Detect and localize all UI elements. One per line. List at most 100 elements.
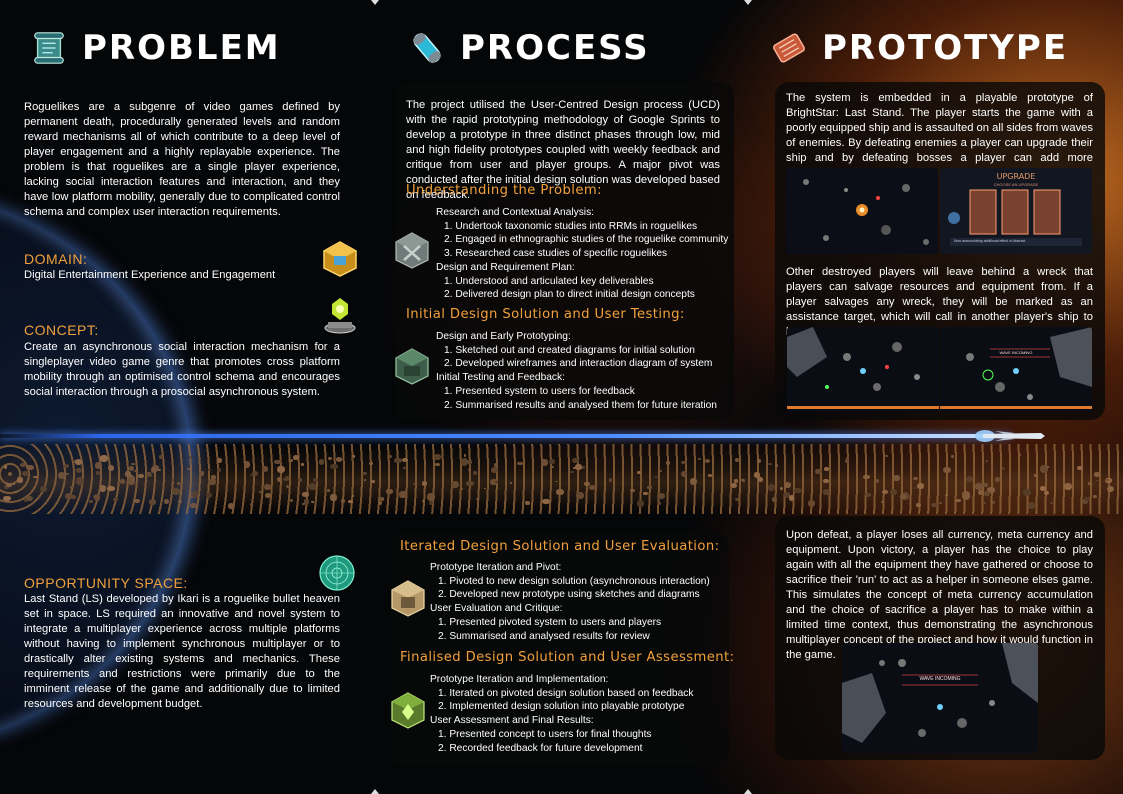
asteroid: [984, 460, 988, 463]
concept-label: CONCEPT:: [24, 322, 99, 338]
asteroid: [525, 501, 531, 506]
asteroid: [1049, 502, 1053, 505]
asteroid: [900, 494, 907, 499]
prototype-heading: PROTOTYPE: [770, 28, 1068, 68]
asteroid: [1092, 494, 1097, 498]
asteroid: [982, 483, 988, 487]
asteroid: [1104, 478, 1109, 482]
list-item: 1. Understood and articulated key delive…: [444, 275, 654, 287]
asteroid: [394, 458, 402, 463]
asteroid: [262, 466, 269, 472]
list-item: 2. Developed new prototype using sketche…: [438, 589, 700, 601]
fold-mark: [744, 0, 752, 5]
asteroid: [402, 466, 408, 470]
asteroid: [961, 491, 970, 500]
upgrade-title: UPGRADE: [996, 172, 1036, 181]
asteroid: [12, 483, 16, 486]
asteroid: [129, 476, 135, 481]
gameplay-screenshot-4: WAVE INCOMING: [842, 643, 1038, 753]
asteroid: [95, 471, 100, 476]
asteroid: [93, 494, 101, 502]
asteroid: [190, 492, 198, 498]
opportunity-text: Last Stand (LS) developed by Ikari is a …: [24, 593, 340, 710]
asteroid: [697, 458, 701, 461]
asteroid: [328, 457, 333, 461]
fold-mark: [744, 789, 752, 794]
list-item: 2. Summarised and analysed results for r…: [438, 630, 650, 642]
asteroid: [292, 454, 300, 461]
asteroid: [551, 466, 554, 469]
asteroid: [983, 502, 986, 504]
asteroid: [659, 470, 663, 473]
asteroid: [928, 496, 931, 498]
asteroid: [576, 492, 584, 499]
asteroid: [845, 458, 850, 463]
asteroid: [128, 477, 135, 485]
asteroid: [780, 487, 783, 490]
asteroid: [556, 489, 564, 496]
section-list-iterated: Prototype Iteration and Pivot: 1. Pivote…: [430, 561, 710, 643]
asteroid: [881, 500, 884, 503]
asteroid: [815, 469, 822, 475]
capsule-icon: [413, 32, 441, 64]
asteroid: [389, 454, 393, 458]
asteroid: [665, 461, 670, 466]
gameplay-screenshot-3: WAVE INCOMING: [940, 327, 1092, 411]
asteroid: [301, 503, 305, 506]
asteroid: [987, 487, 995, 494]
asteroid: [427, 493, 435, 501]
asteroid: [100, 455, 108, 463]
asteroid: [977, 490, 984, 496]
asteroid: [708, 473, 712, 478]
asteroid: [1096, 479, 1099, 482]
asteroid: [823, 488, 830, 495]
radar-orb-icon: [319, 555, 355, 591]
asteroid: [681, 470, 688, 478]
asteroid: [277, 466, 286, 474]
asteroid: [386, 489, 393, 494]
gameplay-screenshot-2: [787, 327, 939, 411]
asteroid: [188, 455, 192, 460]
asteroid: [25, 495, 34, 502]
asteroid: [757, 476, 763, 483]
asteroid: [351, 495, 354, 497]
asteroid: [774, 464, 779, 468]
asteroid: [301, 463, 305, 466]
asteroid: [541, 498, 550, 504]
asteroid: [304, 499, 309, 504]
asteroid: [190, 503, 197, 508]
asteroid: [916, 482, 924, 489]
asteroid: [572, 467, 576, 470]
asteroid: [134, 498, 140, 504]
asteroid: [1047, 466, 1050, 468]
asteroid: [211, 474, 217, 480]
asteroid: [991, 501, 995, 505]
asteroid: [5, 482, 12, 487]
asteroid: [75, 459, 83, 466]
asteroid: [881, 489, 888, 494]
asteroid: [767, 483, 775, 491]
upgrade-footer: Now accumulating additional effect in Ab…: [954, 239, 1026, 243]
asteroid: [150, 466, 158, 473]
asteroid: [76, 477, 84, 485]
asteroid: [580, 465, 586, 469]
asteroid: [912, 487, 916, 490]
section-title-finalised: Finalised Design Solution and User Asses…: [400, 650, 735, 665]
asteroid: [783, 481, 792, 488]
asteroid: [412, 482, 415, 485]
green-gem-box-icon: [391, 692, 425, 729]
asteroid: [216, 457, 222, 463]
asteroid: [916, 503, 921, 508]
asteroid: [199, 471, 204, 476]
domain-text: Digital Entertainment Experience and Eng…: [24, 269, 276, 281]
asteroid: [589, 484, 596, 491]
asteroid: [159, 455, 163, 459]
asteroid: [64, 464, 70, 468]
asteroid: [335, 457, 343, 462]
data-chip-icon: [773, 33, 805, 63]
spaceship-icon: [975, 430, 1045, 442]
asteroid: [931, 502, 939, 508]
asteroid: [1028, 501, 1036, 509]
asteroid: [913, 477, 918, 481]
asteroid: [208, 469, 211, 471]
